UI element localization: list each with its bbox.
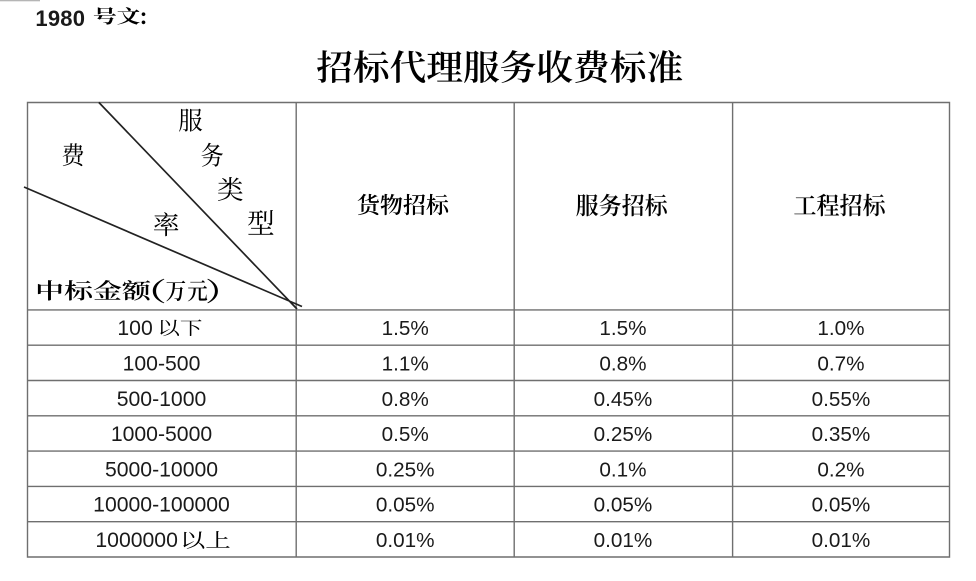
svg-text:0.25%: 0.25%: [376, 458, 435, 481]
svg-text:0.55%: 0.55%: [812, 388, 871, 411]
svg-text:1000000: 1000000: [95, 529, 177, 552]
svg-text:0.01%: 0.01%: [812, 529, 871, 552]
svg-text:0.01%: 0.01%: [376, 529, 435, 552]
svg-text:0.01%: 0.01%: [594, 529, 653, 552]
svg-text:500-1000: 500-1000: [117, 388, 207, 411]
svg-text:1980: 1980: [35, 6, 85, 31]
svg-text:0.7%: 0.7%: [817, 352, 864, 375]
svg-text:0.5%: 0.5%: [382, 423, 429, 446]
svg-text:1.0%: 1.0%: [817, 317, 864, 340]
svg-text:10000-100000: 10000-100000: [93, 494, 230, 517]
svg-text:1.1%: 1.1%: [382, 352, 429, 375]
svg-text:1000-5000: 1000-5000: [111, 423, 212, 446]
svg-text:1.5%: 1.5%: [599, 317, 646, 340]
svg-text:0.1%: 0.1%: [599, 458, 646, 481]
svg-text:0.8%: 0.8%: [382, 388, 429, 411]
svg-text:0.05%: 0.05%: [376, 494, 435, 517]
svg-text:1.5%: 1.5%: [382, 317, 429, 340]
svg-text:0.25%: 0.25%: [594, 423, 653, 446]
svg-text:0.45%: 0.45%: [594, 388, 653, 411]
svg-text:0.2%: 0.2%: [817, 458, 864, 481]
svg-text:0.8%: 0.8%: [599, 352, 646, 375]
svg-text:5000-10000: 5000-10000: [105, 458, 218, 481]
svg-text:0.05%: 0.05%: [594, 494, 653, 517]
svg-text:0.35%: 0.35%: [812, 423, 871, 446]
svg-text:0.05%: 0.05%: [812, 494, 871, 517]
svg-text:100-500: 100-500: [123, 352, 201, 375]
svg-text:100: 100: [117, 317, 152, 340]
